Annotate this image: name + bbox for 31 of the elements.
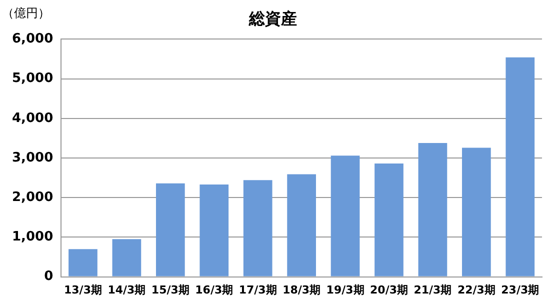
x-tick-label: 14/3期	[108, 283, 146, 296]
bar	[418, 142, 448, 276]
bar	[506, 57, 535, 276]
x-tick-label: 15/3期	[151, 283, 190, 296]
y-tick-label: 6,000	[12, 32, 54, 47]
bar	[112, 239, 142, 276]
x-tick-label: 17/3期	[238, 283, 277, 296]
x-tick-label: 23/3期	[501, 283, 540, 296]
bar	[462, 148, 491, 276]
chart-title: 総資産	[248, 8, 297, 28]
x-tick-label: 22/3期	[457, 283, 496, 296]
x-tick-label: 19/3期	[326, 283, 364, 296]
y-tick-label: 4,000	[12, 110, 54, 126]
x-tick-label: 20/3期	[370, 283, 408, 296]
bar	[330, 156, 360, 276]
y-tick-label: 5,000	[12, 71, 54, 86]
bar	[200, 184, 229, 276]
x-tick-label: 13/3期	[64, 283, 102, 296]
y-tick-label: 0	[44, 269, 54, 284]
y-tick-label: 3,000	[12, 150, 54, 166]
y-axis-title: （億円）	[2, 6, 50, 20]
y-tick-label: 2,000	[12, 190, 54, 205]
x-tick-label: 18/3期	[282, 283, 321, 296]
bar	[68, 249, 98, 276]
x-tick-label: 21/3期	[414, 283, 452, 296]
bar	[287, 174, 316, 276]
x-tick-label: 16/3期	[195, 283, 234, 296]
bar	[374, 164, 404, 276]
y-tick-label: 1,000	[12, 230, 54, 245]
bar	[156, 183, 185, 276]
bar	[243, 180, 272, 276]
